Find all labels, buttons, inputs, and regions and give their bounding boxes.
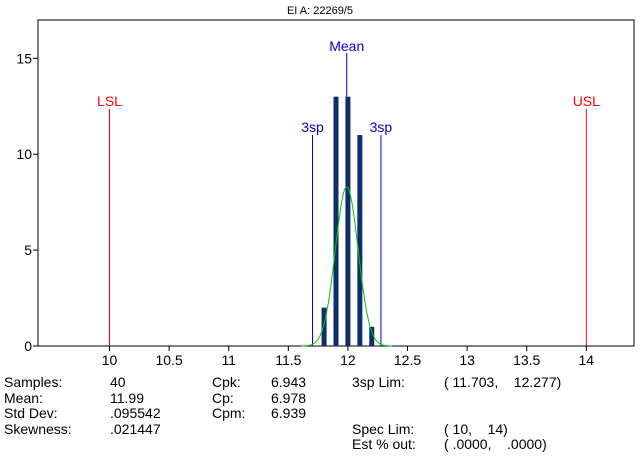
stat-text: Cpm: <box>212 405 246 421</box>
stats-col3-values: ( 11.703, 12.277) ( 10, 14)( .0000, .000… <box>444 374 562 453</box>
x-tick-label: 10.5 <box>155 352 182 368</box>
histogram-bar <box>369 326 375 346</box>
stat-text: 6.943 <box>271 374 307 390</box>
stat-text: Est % out: <box>352 436 416 452</box>
stat-text: ( 11.703, 12.277) <box>444 374 562 390</box>
x-tick-label: 13.5 <box>513 352 540 368</box>
y-tick-label: 15 <box>16 50 32 66</box>
stat-text: Cpk: <box>212 374 241 390</box>
histogram-chart: 0 5 10 15 10 10.5 11 11.5 12 12.5 13 13.5 14 LSL 3sp Me… <box>16 19 635 368</box>
stat-text: ( .0000, .0000) <box>444 436 547 452</box>
stat-text: 3sp Lim: <box>352 374 405 390</box>
x-tick-label: 10 <box>102 352 118 368</box>
x-tick-label: 12 <box>340 352 356 368</box>
stat-text: Spec Lim: <box>352 420 415 437</box>
x-tick-label: 13 <box>459 352 475 368</box>
stat-text: 6.978 <box>271 389 307 406</box>
stats-col2-values: 6.943 6.978 6.939 <box>271 374 307 422</box>
stat-text: 6.939 <box>271 405 307 421</box>
histogram-bar <box>321 307 327 346</box>
ref-label-mean: Mean <box>329 38 364 54</box>
ref-label-3sp: 3sp <box>301 119 324 135</box>
histogram-bar <box>345 96 351 347</box>
stats-col1-values: 40 11.99.095542.021447 <box>110 374 161 437</box>
stat-text <box>352 406 416 422</box>
stat-text: ( 10, 14) <box>444 420 508 437</box>
chart-title: EI A: 22269/5 <box>286 5 354 17</box>
ref-label-3sp: 3sp <box>370 119 393 135</box>
stat-text: Samples: <box>4 374 63 390</box>
y-tick-label: 0 <box>24 338 32 354</box>
y-tick-label: 5 <box>24 242 32 258</box>
stat-text <box>444 391 561 407</box>
stats-col2-labels: Cpk: Cp: Cpm: <box>212 374 246 422</box>
x-tick-label: 12.5 <box>394 352 421 368</box>
x-tick-label: 11 <box>221 352 236 368</box>
stat-text: 40 <box>110 374 126 390</box>
stat-text <box>352 391 416 407</box>
normal-curve <box>301 186 393 347</box>
stat-text: .095542 <box>110 405 161 421</box>
stats-col1-labels: Samples: Mean: Std Dev: Skewness: <box>4 374 72 437</box>
stat-text: Cp: <box>212 389 234 406</box>
ref-label-lsl: LSL <box>97 93 122 109</box>
stat-text: 11.99 <box>110 389 144 406</box>
histogram-bar <box>357 135 363 346</box>
stat-text: Skewness: <box>4 420 72 437</box>
stat-text: .021447 <box>110 420 161 437</box>
ref-label-usl: USL <box>573 93 600 109</box>
stat-text: Mean: <box>4 389 43 406</box>
stats-col3-labels: 3sp Lim: Spec Lim: Est % out: <box>352 374 416 453</box>
y-tick-label: 10 <box>16 146 32 162</box>
x-tick-label: 14 <box>579 352 595 368</box>
histogram-bar <box>333 96 339 347</box>
stat-text: Std Dev: <box>4 405 58 421</box>
x-tick-label: 11.5 <box>275 352 301 368</box>
stat-text <box>444 406 561 422</box>
